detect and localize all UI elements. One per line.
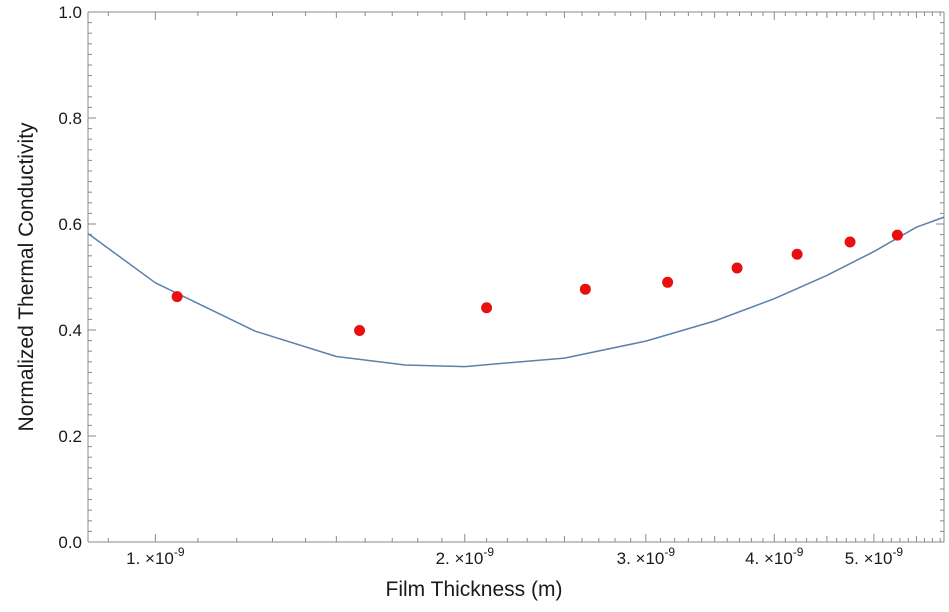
data-point-measured: [844, 236, 856, 248]
y-tick-label: 0.0: [58, 533, 82, 552]
y-axis-title: Normalized Thermal Conductivity: [15, 122, 38, 431]
data-point-measured: [481, 302, 493, 314]
data-point-measured: [354, 325, 366, 337]
data-point-measured: [662, 276, 674, 288]
axis-ticks: [88, 11, 944, 543]
plot-frame: [87, 11, 945, 543]
x-axis-title: Film Thickness (m): [386, 578, 563, 601]
data-point-measured: [791, 248, 803, 260]
y-tick-label: 0.8: [58, 109, 82, 128]
y-tick-label: 0.2: [58, 427, 82, 446]
data-point-measured: [731, 262, 743, 274]
y-tick-label: 0.4: [58, 321, 82, 340]
data-series: [87, 216, 945, 368]
data-point-measured: [579, 283, 591, 295]
x-tick-label: 4. ×10-9: [745, 545, 804, 568]
data-point-measured: [171, 291, 183, 303]
tick-labels: 0.0 0.2 0.4 0.6 0.8 1.0 1. ×10-9 2. ×10-9 3. ×10…: [58, 3, 903, 568]
y-tick-label: 0.6: [58, 215, 82, 234]
x-tick-label: 3. ×10-9: [617, 545, 676, 568]
series-line-model: [87, 216, 945, 368]
y-tick-label: 1.0: [58, 3, 82, 22]
x-tick-label: 5. ×10-9: [845, 545, 904, 568]
x-tick-label: 2. ×10-9: [436, 545, 495, 568]
x-tick-label: 1. ×10-9: [126, 545, 185, 568]
data-point-measured: [891, 229, 903, 241]
